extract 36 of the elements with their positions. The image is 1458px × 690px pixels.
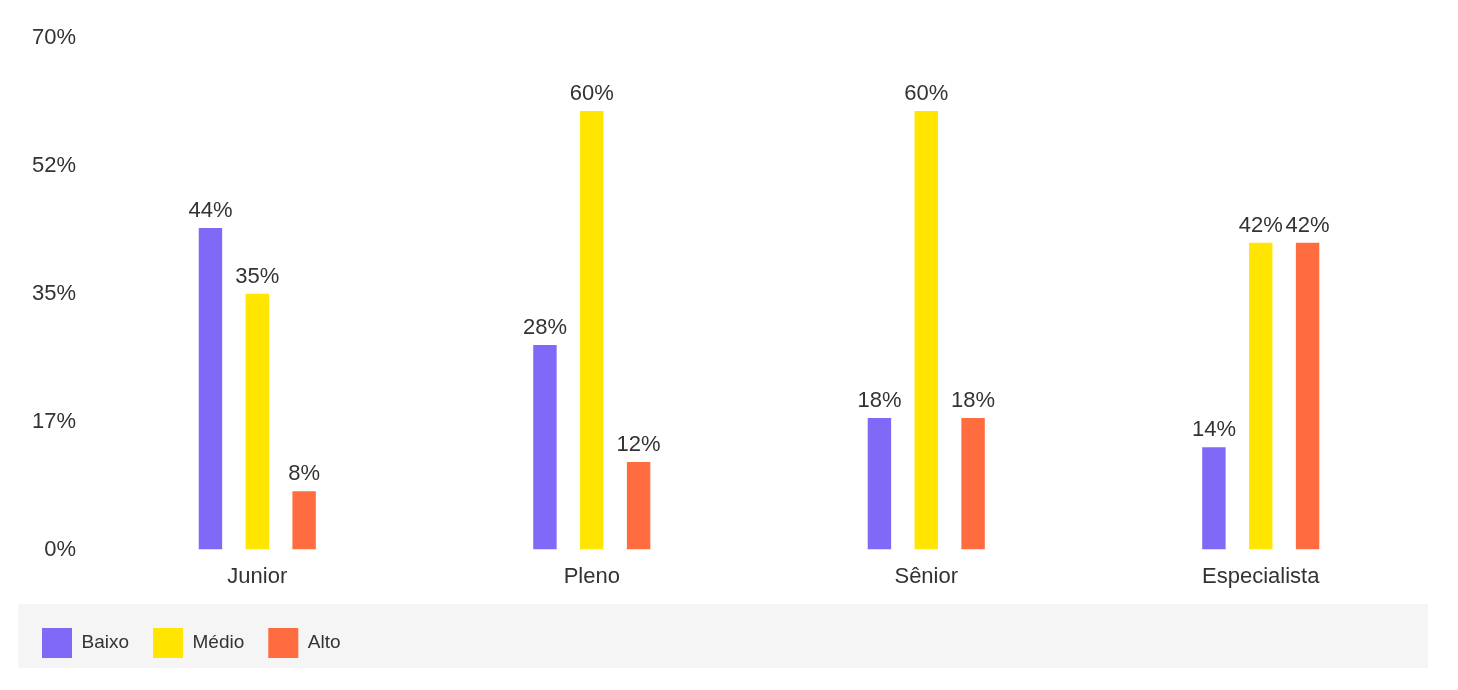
data-label: 60% bbox=[569, 80, 614, 106]
bar bbox=[626, 461, 651, 550]
data-label: 35% bbox=[235, 262, 280, 288]
x-tick-label: Pleno bbox=[563, 562, 620, 588]
bar bbox=[961, 418, 985, 550]
legend-label: Médio bbox=[192, 631, 245, 653]
data-label: 14% bbox=[1191, 416, 1236, 442]
x-tick-label: Sênior bbox=[894, 562, 959, 588]
x-tick-label: Especialista bbox=[1202, 562, 1321, 588]
bar bbox=[914, 111, 938, 550]
data-label: 42% bbox=[1238, 211, 1283, 237]
legend-label: Baixo bbox=[81, 631, 130, 653]
y-tick-label: 52% bbox=[31, 151, 77, 177]
data-label: 8% bbox=[288, 460, 321, 486]
bar bbox=[580, 111, 604, 550]
bar bbox=[1202, 447, 1226, 550]
y-tick-label: 70% bbox=[31, 24, 77, 50]
data-label: 44% bbox=[188, 197, 233, 223]
x-tick-label: Junior bbox=[227, 562, 288, 588]
bar bbox=[1249, 242, 1273, 550]
data-label: 12% bbox=[616, 430, 661, 456]
bar bbox=[533, 344, 557, 550]
y-tick-label: 0% bbox=[44, 535, 77, 561]
data-label: 18% bbox=[951, 387, 996, 413]
bar bbox=[867, 418, 892, 550]
y-tick-label: 17% bbox=[31, 407, 77, 433]
data-label: 18% bbox=[857, 387, 902, 413]
bar bbox=[245, 293, 269, 550]
bar bbox=[1295, 242, 1320, 550]
data-label: 60% bbox=[904, 80, 949, 106]
data-label: 42% bbox=[1285, 211, 1330, 237]
legend-label: Alto bbox=[307, 631, 341, 653]
bar bbox=[198, 228, 223, 550]
data-label: 28% bbox=[522, 314, 567, 340]
y-tick-label: 35% bbox=[31, 279, 77, 305]
bar bbox=[292, 491, 316, 550]
